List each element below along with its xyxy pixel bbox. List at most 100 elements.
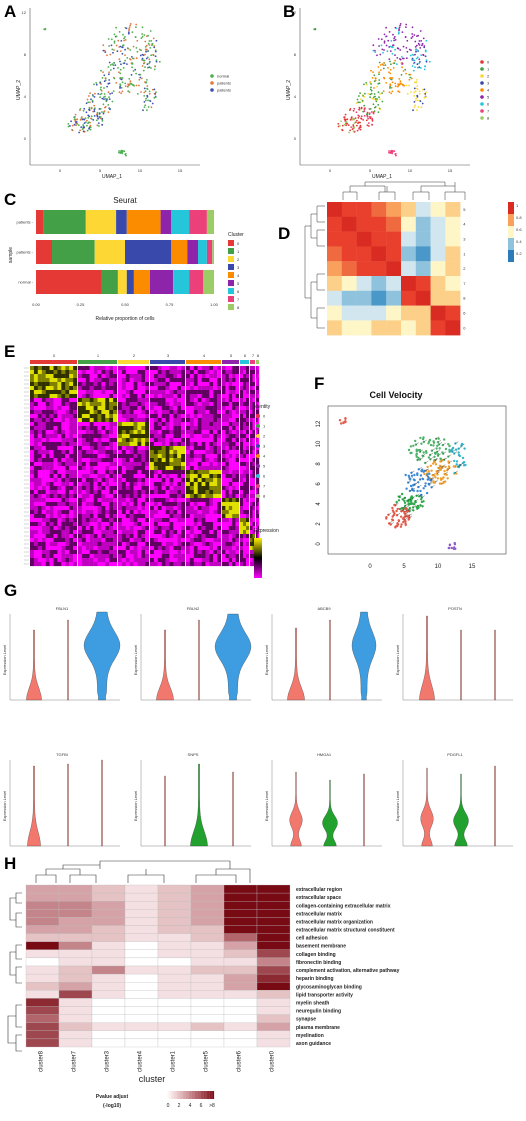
identity-legend-label: 0: [263, 414, 266, 419]
expression-cell: [78, 498, 83, 503]
expression-cell: [232, 478, 236, 483]
expression-cell: [81, 410, 86, 415]
expression-cell: [33, 534, 39, 539]
expression-cell: [137, 382, 142, 387]
expression-cell: [49, 418, 54, 423]
expression-cell: [78, 470, 83, 475]
expression-cell: [93, 502, 98, 507]
expression-cell: [209, 506, 214, 511]
expression-cell: [232, 422, 236, 427]
expression-cell: [30, 386, 35, 391]
corr-scale-label: 0.4: [516, 239, 522, 244]
expression-cell: [65, 490, 70, 495]
velocity-arrow: [436, 469, 440, 472]
velocity-arrow: [438, 442, 443, 445]
expression-cell: [61, 542, 66, 547]
expression-cell: [109, 442, 114, 447]
expression-cell: [173, 422, 178, 427]
expression-cell: [246, 450, 250, 455]
velocity-point: [420, 500, 424, 504]
go-term-label: lipid transporter activity: [296, 992, 353, 998]
expression-cell: [78, 414, 83, 419]
umap-b-point: [419, 61, 421, 63]
expression-cell: [177, 414, 182, 419]
umap-a-point: [132, 45, 135, 48]
expression-cell: [246, 558, 250, 563]
umap-b-point: [363, 104, 366, 107]
expression-cell: [213, 490, 218, 495]
expression-cell: [101, 418, 106, 423]
expression-cell: [161, 506, 166, 511]
expression-cell: [240, 386, 244, 391]
expression-cell: [243, 554, 247, 559]
velocity-arrow: [407, 498, 411, 502]
velocity-arrow: [452, 449, 456, 452]
expression-cell: [157, 554, 162, 559]
expression-cell: [173, 370, 178, 375]
expression-cell: [109, 414, 114, 419]
expression-cell: [109, 374, 114, 379]
expression-cell: [69, 386, 74, 391]
expression-cell: [257, 498, 260, 503]
expression-cell: [81, 462, 86, 467]
expression-cell: [97, 558, 102, 563]
expression-cell: [153, 386, 158, 391]
corr-scale-swatch: [508, 226, 514, 238]
umap-a-point: [146, 85, 149, 87]
expression-cell: [145, 530, 150, 535]
go-cluster-label: cluster8: [39, 1050, 45, 1072]
expression-cell: [73, 402, 78, 407]
velocity-point: [450, 448, 454, 451]
expression-cell: [33, 394, 39, 399]
expression-cell: [209, 470, 214, 475]
expression-cell: [61, 550, 66, 555]
umap-b-point: [373, 98, 375, 100]
expression-cell: [45, 454, 50, 459]
umap-a-point: [123, 62, 126, 65]
expression-cell: [225, 482, 229, 487]
velocity-point: [457, 451, 460, 454]
expression-cell: [118, 414, 123, 419]
expression-cell: [133, 454, 138, 459]
identity-legend-title: Identity: [254, 404, 271, 410]
expression-cell: [250, 466, 253, 471]
expression-cell: [85, 498, 90, 503]
velocity-point: [425, 491, 429, 495]
expression-cell: [181, 518, 186, 523]
expression-cell: [150, 534, 155, 539]
expression-cell: [85, 374, 90, 379]
expression-cell: [186, 462, 191, 467]
expression-cell: [121, 510, 126, 515]
go-heatmap-cell: [190, 909, 225, 918]
umap-a-point: [145, 50, 147, 53]
velocity-point: [421, 454, 424, 457]
expression-cell: [177, 526, 182, 531]
umap-b-point: [401, 31, 404, 33]
expression-cell: [243, 462, 247, 467]
expression-cell: [228, 438, 233, 443]
expression-cell: [157, 402, 162, 407]
velocity-arrow: [416, 493, 420, 496]
expression-cell: [101, 546, 106, 551]
bar-x-tick: 0.75: [166, 302, 175, 307]
expression-cell: [181, 406, 186, 411]
corr-heatmap-cell: [327, 290, 342, 306]
expression-cell: [225, 494, 229, 499]
expression-cell: [246, 402, 250, 407]
velocity-point: [437, 443, 441, 446]
velocity-arrow: [398, 494, 402, 497]
expression-cell: [105, 474, 110, 479]
expression-cell: [235, 462, 240, 467]
expression-cell: [177, 506, 182, 511]
corr-heatmap-cell: [430, 305, 446, 321]
expression-cell: [153, 522, 158, 527]
expression-cell: [30, 558, 35, 563]
expression-cell: [137, 498, 142, 503]
expression-cell: [30, 466, 35, 471]
umap-b-point: [352, 109, 355, 112]
velocity-x-tick: 15: [469, 564, 476, 570]
umap-a-point: [102, 103, 105, 106]
expression-cell: [61, 414, 66, 419]
umap-b-point: [374, 77, 377, 80]
expression-cell: [37, 522, 42, 527]
